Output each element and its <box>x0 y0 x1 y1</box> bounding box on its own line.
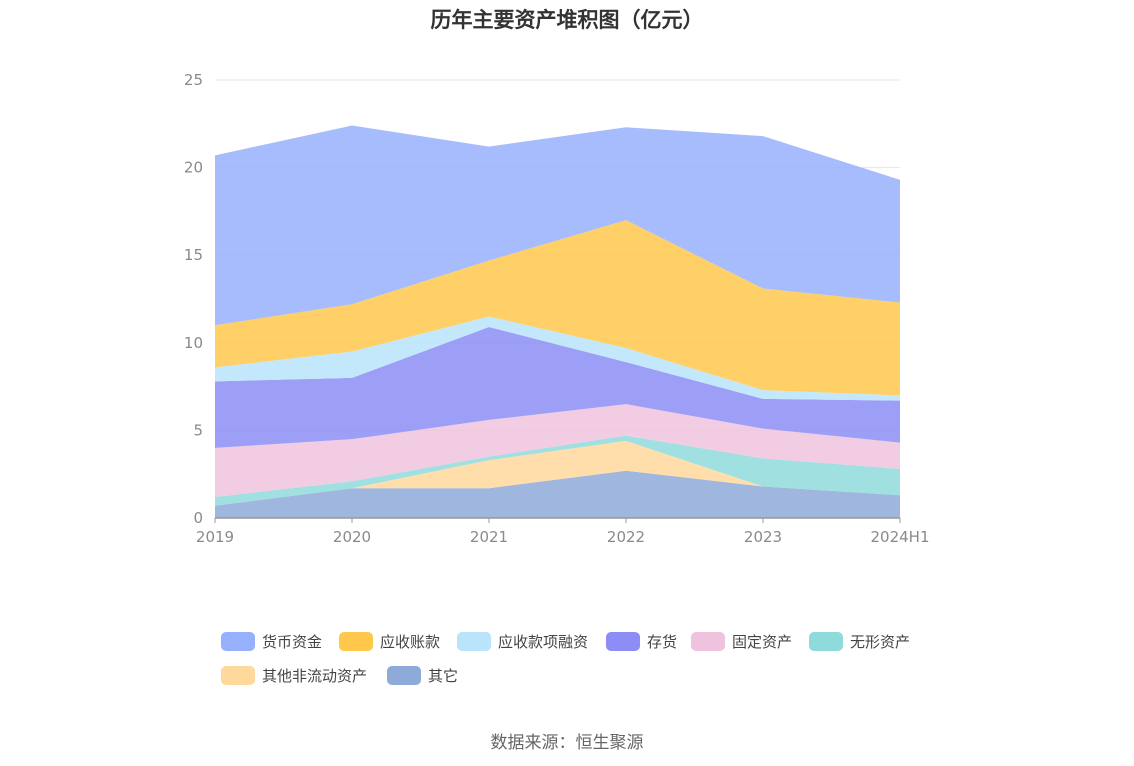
y-tick-label: 20 <box>184 159 203 177</box>
legend-label: 其他非流动资产 <box>262 666 368 685</box>
y-tick-label: 25 <box>184 71 203 89</box>
area-series[interactable] <box>215 440 900 506</box>
y-tick-label: 15 <box>184 246 203 264</box>
legend-item[interactable]: 货币资金 <box>221 630 322 652</box>
legend-item[interactable]: 固定资产 <box>691 630 792 652</box>
stacked-areas <box>215 125 900 518</box>
x-tick-label: 2019 <box>196 528 234 546</box>
data-source: 数据来源：恒生聚源 <box>490 733 644 753</box>
legend-swatch <box>221 665 255 685</box>
x-tick-label: 2023 <box>744 528 782 546</box>
legend-swatch <box>691 631 725 651</box>
legend-item[interactable]: 无形资产 <box>809 630 910 652</box>
area-series[interactable] <box>215 404 900 497</box>
legend-label: 固定资产 <box>732 632 793 651</box>
y-tick-label: 0 <box>193 509 203 527</box>
legend-item[interactable]: 存货 <box>606 630 677 652</box>
legend-label: 存货 <box>647 632 678 651</box>
legend-item[interactable]: 其他非流动资产 <box>221 664 367 686</box>
legend-swatch <box>809 631 843 651</box>
legend-swatch <box>387 665 421 685</box>
legend-label: 其它 <box>428 666 459 685</box>
axes: 0 5 10 15 20 25 2019 2020 2021 2022 2023 2024H1 <box>184 71 930 546</box>
y-tick-label: 5 <box>193 421 203 439</box>
x-tick-label: 2024H1 <box>871 528 930 546</box>
legend-item[interactable]: 应收款项融资 <box>457 630 588 652</box>
chart-title: 历年主要资产堆积图（亿元） <box>430 8 704 32</box>
legend-label: 应收账款 <box>380 632 441 651</box>
legend-item[interactable]: 其它 <box>387 664 458 686</box>
area-series[interactable] <box>215 470 900 518</box>
x-tick-label: 2021 <box>470 528 508 546</box>
area-chart: 0 5 10 15 20 25 2019 2020 2021 2022 2023 2024H1 <box>184 71 930 546</box>
legend-label: 无形资产 <box>850 632 911 651</box>
legend-label: 货币资金 <box>262 632 323 651</box>
area-series[interactable] <box>215 125 900 326</box>
legend-swatch <box>221 631 255 651</box>
x-tick-label: 2020 <box>333 528 371 546</box>
area-series[interactable] <box>215 435 900 506</box>
x-tick-label: 2022 <box>607 528 645 546</box>
area-series[interactable] <box>215 327 900 448</box>
legend-swatch <box>339 631 373 651</box>
y-tick-label: 10 <box>184 334 203 352</box>
area-series[interactable] <box>215 220 900 396</box>
legend-item[interactable]: 应收账款 <box>339 630 440 652</box>
legend-label: 应收款项融资 <box>498 632 589 651</box>
legend-swatch <box>457 631 491 651</box>
legend-swatch <box>606 631 640 651</box>
area-series[interactable] <box>215 316 900 401</box>
